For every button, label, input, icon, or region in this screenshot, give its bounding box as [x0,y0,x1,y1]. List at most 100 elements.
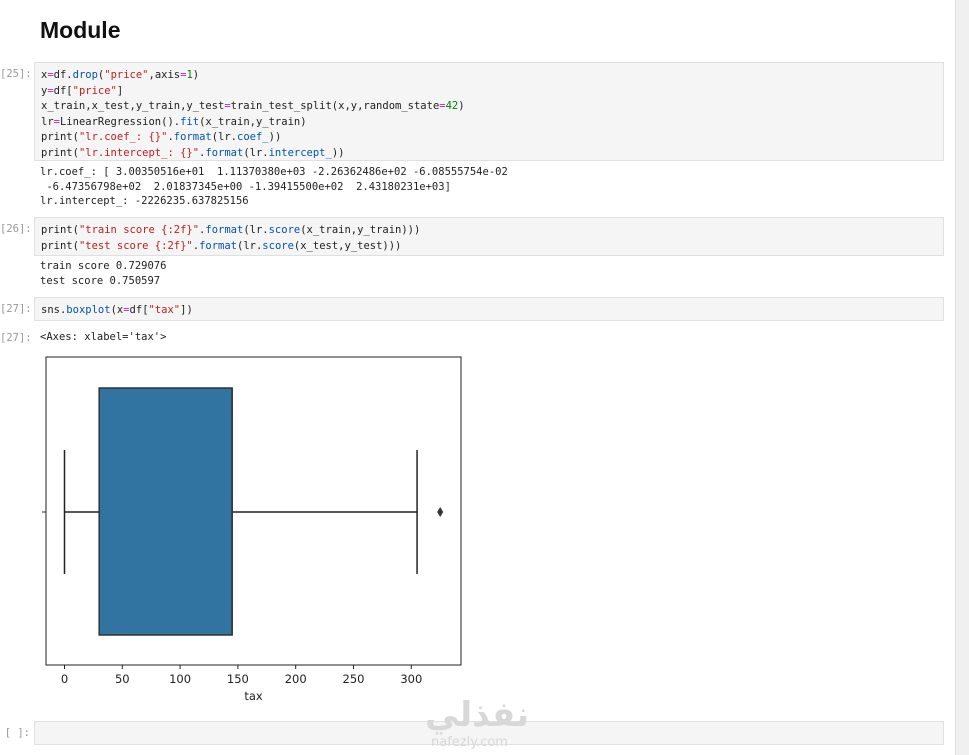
code-token: (x_train,y_train))) [300,224,421,236]
outlier-point [437,507,444,517]
code-token: x_train,x_test,y_train,y_test [41,100,225,112]
output-line: lr.coef_: [ 3.00350516e+01 1.11370380e+0… [40,166,508,178]
code-line: print("test score {:2f}".format(lr.score… [41,239,943,255]
output-line: -6.47356798e+02 2.01837345e+00 -1.394155… [40,180,451,193]
code-token: = [224,100,231,112]
code-token: (lr. [243,146,269,159]
code-token: ) [458,100,465,112]
box-iqr [98,387,233,636]
x-axis-label: tax [244,689,263,703]
code-token: (lr. [211,131,238,143]
code-token: format [199,239,237,252]
page-title: Module [40,17,121,43]
code-token: (lr. [243,224,269,236]
code-token: lr [41,115,54,128]
code-token: (x_test,y_test))) [293,239,402,252]
code-token: 1 [186,69,193,81]
code-token: ] [116,84,124,97]
code-line: print("lr.coef_: {}".format(lr.coef_)) [41,130,943,146]
code-token: drop [72,69,98,81]
code-token: print( [41,146,79,159]
code-token: intercept_ [268,146,332,159]
cell-output: train score 0.729076 test score 0.750597 [40,259,166,288]
scrollbar[interactable] [955,0,969,755]
code-token: . [199,146,206,159]
code-token: print( [41,131,79,143]
code-token: "price" [72,84,117,97]
code-token: boxplot [66,304,111,316]
code-token: coef_ [237,131,269,143]
x-tick-label: 100 [169,672,191,686]
x-tick-label: 250 [343,672,365,686]
code-token: (x_train,y_train) [199,115,307,128]
code-token: = [47,84,54,97]
code-token: ,axis [148,69,181,81]
code-token: df[ [53,84,73,97]
code-token: score [262,239,294,252]
code-token: (x [110,304,124,316]
output-line: lr.intercept_: -2226235.637825156 [40,195,249,207]
code-token: df. [53,69,73,81]
code-token: = [53,115,60,128]
code-line: print("train score {:2f}".format(lr.scor… [41,223,943,239]
x-tick-label: 0 [61,672,68,686]
watermark: نفذلي nafezly.com [425,695,530,750]
code-cell[interactable]: x=df.drop("price",axis=1) y=df["price"] x_… [34,62,944,161]
x-tick-label: 150 [227,672,249,686]
code-token: format [205,146,244,159]
x-tick-label: 200 [285,672,307,686]
cell-output: <Axes: xlabel='tax'> [40,330,166,345]
code-token: . [192,239,200,252]
code-cell[interactable] [34,721,944,745]
code-token: "test score {:2f}" [78,239,193,252]
code-token: fit [180,115,200,128]
x-tick-label: 300 [400,672,422,686]
cell-output: lr.coef_: [ 3.00350516e+01 1.11370380e+0… [40,165,508,209]
watermark-logo: نفذلي [425,695,530,735]
code-line: x=df.drop("price",axis=1) [41,68,943,84]
code-token: )) [268,131,282,143]
code-token: = [123,304,130,316]
cell-prompt: [26]: [0,223,32,235]
code-token: . [199,224,206,236]
code-token: ( [97,69,105,81]
code-token: "train score {:2f}" [78,224,200,236]
code-line: x_train,x_test,y_train,y_test=train_test… [41,99,943,115]
code-token: 42 [445,100,459,112]
code-cell[interactable]: sns.boxplot(x=df["tax"]) [34,297,944,321]
code-token: "price" [104,69,149,81]
x-tick-label: 50 [115,672,130,686]
code-token: format [173,131,212,143]
code-token: sns. [41,304,67,316]
output-line: train score 0.729076 [40,260,167,272]
code-token: y [41,84,48,97]
code-cell[interactable]: print("train score {:2f}".format(lr.scor… [34,217,944,256]
output-line: test score 0.750597 [40,274,161,287]
watermark-text: nafezly.com [431,735,508,750]
code-token: print( [41,239,79,252]
code-token: (lr. [237,239,263,252]
code-token: LinearRegression(). [59,115,181,128]
code-token: "lr.intercept_: {}" [78,146,200,159]
code-line: y=df["price"] [41,84,943,100]
code-token: ]) [180,304,193,316]
code-line: sns.boxplot(x=df["tax"]) [41,303,943,319]
output-prompt: [27]: [0,332,32,344]
code-token: score [268,224,301,236]
boxplot-chart: 0 50 100 150 200 250 300 tax [42,356,462,703]
code-token: "lr.coef_: {}" [78,131,168,143]
cell-prompt: [27]: [0,303,32,315]
code-token: = [180,69,187,81]
code-token: )) [331,146,345,159]
code-line: print("lr.intercept_: {}".format(lr.inte… [41,146,943,162]
code-token: "tax" [148,304,181,316]
code-token: . [167,131,174,143]
code-token: = [439,100,446,112]
code-token: = [47,69,54,81]
output-line: <Axes: xlabel='tax'> [40,331,167,343]
code-token: train_test_split(x,y,random_state [230,100,440,112]
cell-prompt: [ ]: [4,727,30,739]
code-token: print( [41,224,79,236]
code-token: df[ [129,304,149,316]
code-token: format [205,224,244,236]
